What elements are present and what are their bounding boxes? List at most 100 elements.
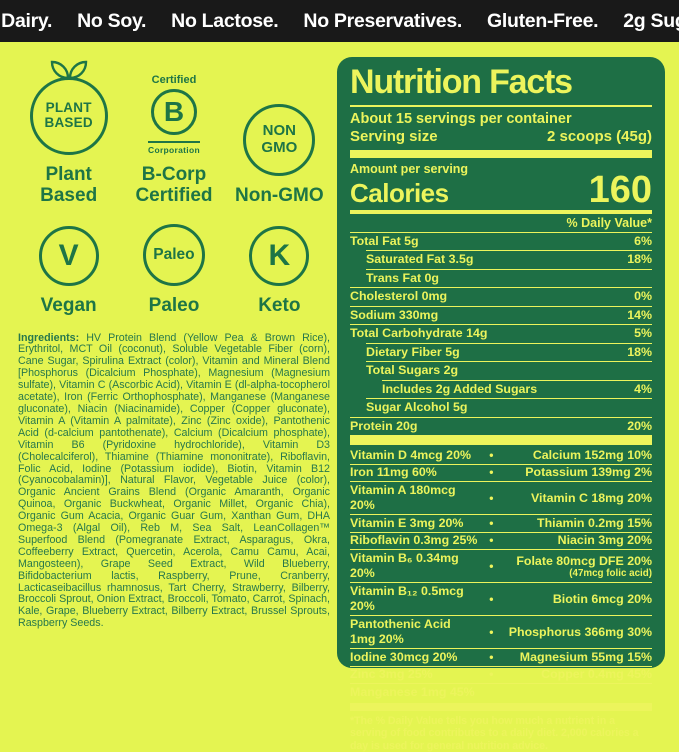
- left-column: PLANT BASED Plant Based Certified B Corp…: [0, 50, 338, 641]
- micronutrient-row: Vitamin A 180mcg 20% • Vitamin C 18mg 20…: [350, 482, 652, 516]
- micronutrient-left: Vitamin B₁₂ 0.5mcg 20%: [350, 583, 464, 614]
- bcorp-corporation-text: Corporation: [148, 145, 200, 155]
- micronutrient-left: Vitamin B₆ 0.34mg 20%: [350, 550, 459, 581]
- amount-per-serving-label: Amount per serving: [350, 161, 469, 176]
- paleo-seal: Paleo: [142, 224, 205, 287]
- nutrient-daily-value: 5%: [634, 326, 652, 341]
- nutrient-row: Cholesterol 0mg 0%: [350, 287, 652, 306]
- thick-divider-1: [350, 149, 652, 158]
- claim-no-dairy: No Dairy.: [0, 9, 53, 32]
- claim-no-preservatives: No Preservatives.: [303, 9, 462, 32]
- claim-2g-sugar: 2g Sugar.: [623, 9, 679, 32]
- micronutrient-row: Vitamin D 4mcg 20% • Calcium 152mg 10%: [350, 447, 652, 465]
- nutrient-daily-value: 14%: [627, 307, 652, 322]
- micronutrient-right-sub: (47mcg folic acid): [569, 568, 652, 580]
- micronutrient-row: Vitamin B₆ 0.34mg 20% • Folate 80mcg DFE…: [350, 550, 652, 584]
- badge-paleo: Paleo Paleo: [123, 224, 224, 317]
- micronutrient-rows: Vitamin D 4mcg 20% • Calcium 152mg 10% I…: [350, 447, 652, 701]
- nutrient-name: Total Fat 5g: [350, 233, 419, 248]
- bcorp-b-letter: B: [163, 95, 185, 127]
- micronutrient-row: Iodine 30mcg 20% • Magnesium 55mg 15%: [350, 649, 652, 667]
- micronutrient-right: Thiamin 0.2mg 15%: [504, 516, 652, 532]
- bullet-separator: •: [489, 447, 494, 462]
- micronutrient-right-main: Folate 80mcg DFE 20%: [516, 553, 652, 568]
- keto-seal-text: K: [268, 239, 291, 273]
- bcorp-underline: [147, 140, 200, 143]
- micronutrient-right: Vitamin C 18mg 20%: [504, 491, 652, 507]
- micronutrient-left: Riboflavin 0.3mg 25%: [350, 533, 478, 548]
- serving-size-value: 2 scoops (45g): [546, 127, 652, 145]
- keto-seal: K: [249, 226, 310, 287]
- ingredients-paragraph: Ingredients: HV Protein Blend (Yellow Pe…: [18, 331, 330, 631]
- micronutrient-left: Vitamin A 180mcg 20%: [350, 482, 456, 513]
- micronutrient-right-main: Copper 0.4mg 45%: [541, 667, 652, 682]
- nutrient-row: Total Sugars 2g: [366, 361, 652, 380]
- micronutrient-right: Folate 80mcg DFE 20% (47mcg folic acid): [504, 554, 652, 580]
- calories-value: 160: [588, 168, 652, 211]
- micronutrient-row: Riboflavin 0.3mg 25% • Niacin 3mg 20%: [350, 533, 652, 551]
- micronutrient-right: Biotin 6mcg 20%: [504, 592, 652, 608]
- bcorp-certified-text: Certified: [151, 73, 197, 86]
- bullet-separator: •: [489, 591, 494, 606]
- micronutrient-left: Zinc 3mg 25%: [350, 667, 433, 682]
- micronutrient-right-main: Calcium 152mg 10%: [532, 447, 652, 462]
- micronutrient-left: Manganese 1mg 45%: [350, 684, 475, 699]
- nutrient-row: Includes 2g Added Sugars 4%: [382, 379, 652, 399]
- micronutrient-left: Vitamin E 3mg 20%: [350, 515, 464, 530]
- bcorp-logo: Certified B Corporation: [147, 73, 200, 155]
- nutrient-name: Total Sugars 2g: [366, 363, 459, 378]
- micronutrient-right-main: Magnesium 55mg 15%: [519, 649, 652, 664]
- nutrient-name: Saturated Fat 3.5g: [366, 252, 474, 267]
- bullet-separator: •: [489, 490, 494, 505]
- bcorp-b-seal: B: [150, 88, 197, 135]
- servings-per-container: About 15 servings per container: [350, 110, 572, 127]
- ingredients-heading: Ingredients:: [18, 331, 80, 344]
- badges-grid: PLANT BASED Plant Based Certified B Corp…: [18, 58, 330, 317]
- micronutrient-right-main: Vitamin C 18mg 20%: [531, 490, 652, 505]
- nutrient-name: Sugar Alcohol 5g: [366, 400, 468, 415]
- micronutrient-right-main: Phosphorus 366mg 30%: [508, 624, 652, 639]
- nutrient-name: Protein 20g: [350, 418, 418, 433]
- nutrient-row: Protein 20g 20%: [350, 416, 652, 436]
- bullet-separator: •: [489, 558, 494, 573]
- micronutrient-left: Iron 11mg 60%: [350, 465, 437, 480]
- bullet-separator: •: [489, 515, 494, 530]
- non-gmo-seal: NON GMO: [243, 103, 316, 176]
- nutrient-name: Includes 2g Added Sugars: [382, 381, 538, 396]
- nutrient-row: Total Carbohydrate 14g 5%: [350, 324, 652, 343]
- bullet-separator: •: [489, 624, 494, 639]
- nutrient-name: Dietary Fiber 5g: [366, 344, 460, 359]
- nutrient-daily-value: 0%: [634, 289, 652, 304]
- plant-based-label: Plant Based: [40, 164, 98, 206]
- bullet-separator: •: [489, 533, 494, 548]
- claim-gluten-free: Gluten-Free.: [487, 9, 599, 32]
- micronutrient-right: Copper 0.4mg 45%: [504, 667, 652, 683]
- nutrient-name: Sodium 330mg: [350, 307, 439, 322]
- nutrient-name: Total Carbohydrate 14g: [350, 326, 488, 341]
- micronutrient-right-main: Biotin 6mcg 20%: [552, 591, 652, 606]
- nutrient-row: Trans Fat 0g: [366, 268, 652, 288]
- nutrient-row: Total Fat 5g 6%: [350, 233, 652, 251]
- micronutrient-row: Zinc 3mg 25% • Copper 0.4mg 45%: [350, 667, 652, 685]
- nutrient-daily-value: 18%: [627, 344, 652, 359]
- plant-based-seal: PLANT BASED: [29, 77, 108, 155]
- micronutrient-right: Phosphorus 366mg 30%: [504, 625, 652, 641]
- badge-plant-based: PLANT BASED Plant Based: [18, 58, 119, 206]
- badge-non-gmo: NON GMO Non-GMO: [229, 58, 330, 206]
- keto-label: Keto: [258, 295, 301, 317]
- micronutrient-right: Magnesium 55mg 15%: [504, 650, 652, 666]
- thick-divider-3: [350, 702, 652, 711]
- nutrient-daily-value: 4%: [634, 381, 652, 396]
- micronutrient-right: Potassium 139mg 2%: [504, 465, 652, 481]
- nutrient-daily-value: 20%: [627, 418, 652, 433]
- claim-no-lactose: No Lactose.: [171, 9, 279, 32]
- paleo-label: Paleo: [148, 295, 200, 317]
- bcorp-label: B-Corp Certified: [135, 164, 213, 206]
- ingredients-text: HV Protein Blend (Yellow Pea & Brown Ric…: [18, 331, 330, 630]
- badge-b-corp: Certified B Corporation B-Corp Certified: [123, 58, 224, 206]
- vegan-label: Vegan: [40, 295, 97, 317]
- nutrition-facts-title: Nutrition Facts: [350, 63, 573, 101]
- micronutrient-row: Vitamin E 3mg 20% • Thiamin 0.2mg 15%: [350, 515, 652, 533]
- micronutrient-row: Iron 11mg 60% • Potassium 139mg 2%: [350, 465, 652, 483]
- medium-divider: [350, 209, 652, 214]
